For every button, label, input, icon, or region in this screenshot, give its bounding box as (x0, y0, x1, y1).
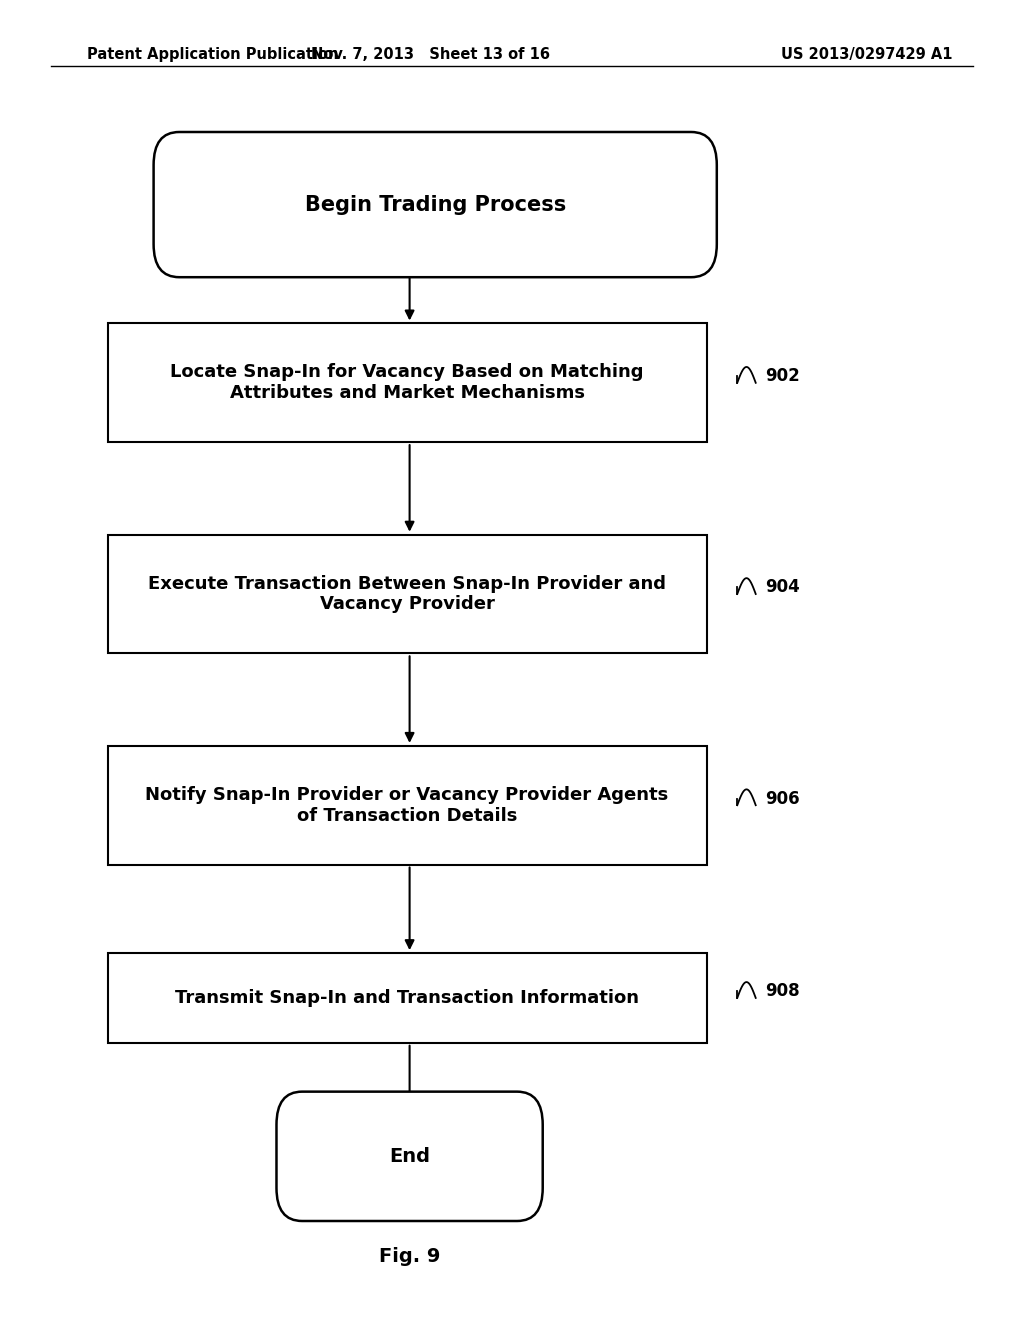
Text: US 2013/0297429 A1: US 2013/0297429 A1 (781, 46, 952, 62)
Bar (108, 953, 707, 1043)
Text: 902: 902 (765, 367, 800, 385)
Bar (108, 535, 707, 653)
Text: Execute Transaction Between Snap-In Provider and
Vacancy Provider: Execute Transaction Between Snap-In Prov… (148, 574, 666, 614)
FancyBboxPatch shape (276, 1092, 543, 1221)
Text: Transmit Snap-In and Transaction Information: Transmit Snap-In and Transaction Informa… (175, 989, 639, 1007)
Text: Fig. 9: Fig. 9 (379, 1247, 440, 1266)
FancyBboxPatch shape (154, 132, 717, 277)
Text: Nov. 7, 2013   Sheet 13 of 16: Nov. 7, 2013 Sheet 13 of 16 (310, 46, 550, 62)
Bar (108, 323, 707, 442)
Text: Patent Application Publication: Patent Application Publication (87, 46, 339, 62)
Text: Locate Snap-In for Vacancy Based on Matching
Attributes and Market Mechanisms: Locate Snap-In for Vacancy Based on Matc… (170, 363, 644, 403)
Text: Begin Trading Process: Begin Trading Process (304, 194, 566, 215)
Text: Notify Snap-In Provider or Vacancy Provider Agents
of Transaction Details: Notify Snap-In Provider or Vacancy Provi… (145, 785, 669, 825)
Bar (108, 746, 707, 865)
Text: 904: 904 (765, 578, 800, 597)
Text: End: End (389, 1147, 430, 1166)
Text: 906: 906 (765, 789, 800, 808)
Text: 908: 908 (765, 982, 800, 1001)
